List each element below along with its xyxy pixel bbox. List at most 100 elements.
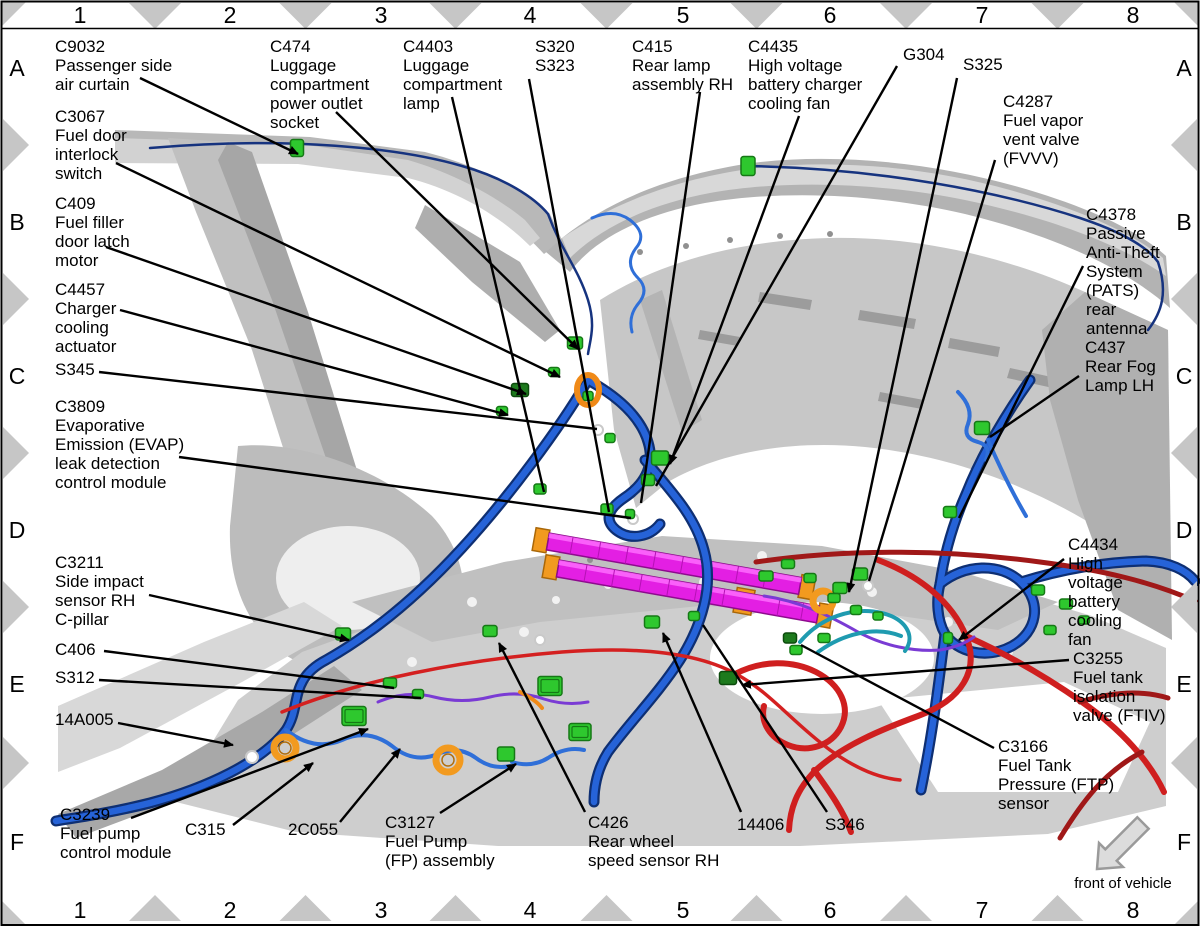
zone-marker-right [1171,273,1197,325]
callout-label-C9032: C9032 Passenger side air curtain [55,37,172,94]
grid-row-right-B: B [1176,209,1191,235]
callout-label-C3166: C3166 Fuel Tank Pressure (FTP) sensor [998,737,1114,813]
zone-marker-right [1171,737,1197,789]
leader-line-C4434 [958,558,1065,641]
callout-label-C4403: C4403 Luggage compartment lamp [403,37,502,113]
grid-row-left-C: C [9,363,26,389]
zone-marker-bottom [580,895,633,921]
grid-col-bottom-8: 8 [1127,897,1140,923]
wavy-blue-wire [590,212,646,334]
grid-row-right-A: A [1176,55,1192,81]
grid-row-right-C: C [1176,363,1193,389]
grid-row-left-A: A [9,55,25,81]
leader-line-C437 [989,375,1080,438]
callout-label-C426: C426 Rear wheel speed sensor RH [588,813,719,870]
southwest-arrow-icon [1095,815,1151,871]
zone-marker-bottom [880,895,932,921]
leader-line-C4435 [668,115,801,465]
connector-dark-green [782,632,798,644]
zone-marker-left [3,737,29,789]
leader-line-C4378 [957,265,1085,519]
grid-row-right-D: D [1176,517,1193,543]
battery-rails [531,526,835,629]
grid-col-top-4: 4 [524,2,537,28]
connector-green [780,558,796,570]
grid-col-top-1: 1 [74,2,87,28]
leader-line-C409 [105,245,527,396]
callout-label-C3239: C3239 Fuel pump control module [60,805,172,862]
zone-marker-left [3,581,29,633]
leader-line-C9032 [139,76,299,156]
wire-orange [518,690,544,710]
grid-col-top-6: 6 [824,2,837,28]
leader-line-S345 [98,370,598,431]
connector-green [568,722,592,742]
callout-label-S345: S345 [55,360,95,379]
leader-line-C3211 [148,593,350,643]
leader-line-C315 [232,762,314,826]
leader-line-C3067 [115,161,561,379]
leader-line-C474 [335,111,579,350]
leader-line-C3166 [800,643,995,750]
callout-label-C474: C474 Luggage compartment power outlet socket [270,37,369,132]
zone-marker-top [279,3,332,29]
callout-label-C409: C409 Fuel filler door latch motor [55,194,130,270]
leader-line-C4403 [450,96,546,493]
zone-marker-top [1031,3,1084,29]
callout-label-14A005: 14A005 [55,710,114,729]
zone-marker-top [580,3,633,29]
zone-marker-top [730,3,783,29]
grid-row-left-B: B [9,209,24,235]
zone-marker-left [3,119,29,171]
leader-line-C4287 [867,159,997,582]
callout-label-C3127: C3127 Fuel Pump (FP) assembly [385,813,495,870]
zone-marker-top [880,3,932,29]
zone-marker-bottom [730,895,783,921]
grid-col-top-3: 3 [375,2,388,28]
callout-label-S325: S325 [963,55,1003,74]
grid-row-left-D: D [9,517,26,543]
leader-line-C3255 [741,658,1070,689]
front-of-vehicle-arrow: front of vehicle [1074,815,1172,892]
leader-line-C4457 [119,308,509,417]
leader-line-C3239 [130,727,369,820]
connector-green [872,611,884,621]
zone-marker-corner [1174,2,1198,26]
callout-label-14406: 14406 [737,815,784,834]
grid-col-top-5: 5 [677,2,690,28]
callout-label-G304: G304 [903,45,945,64]
leader-line-C415 [639,91,702,504]
leader-line-S325 [846,77,959,593]
callout-label-S312: S312 [55,668,95,687]
callout-label-S346: S346 [825,815,865,834]
grid-row-left-F: F [10,829,24,855]
connector-green [789,644,803,656]
connector-green [341,705,367,727]
connector-green [740,155,756,177]
connector-green [537,675,563,697]
connector-green [687,610,701,622]
zone-marker-left [3,427,29,479]
connector-green [1043,624,1057,636]
connector-green [604,432,616,444]
connector-dark-green [718,670,738,686]
zone-marker-corner [2,2,26,26]
connector-green [803,572,817,584]
callout-label-C4435: C4435 High voltage battery charger cooling … [748,37,863,113]
grid-col-top-8: 8 [1127,2,1140,28]
callout-label-C3211: C3211 Side impact sensor RH C-pillar [55,553,144,629]
zone-marker-bottom [1031,895,1084,921]
zone-marker-corner [1174,901,1198,925]
leader-line-C406 [103,649,395,690]
grid-col-bottom-3: 3 [375,897,388,923]
connector-green [758,570,774,582]
cable-dark-red [753,549,1198,841]
grid-col-bottom-7: 7 [976,897,989,923]
zone-marker-left [3,273,29,325]
zone-marker-right [1171,581,1197,633]
connector-green [650,450,670,466]
leader-line-C3809 [178,455,632,520]
